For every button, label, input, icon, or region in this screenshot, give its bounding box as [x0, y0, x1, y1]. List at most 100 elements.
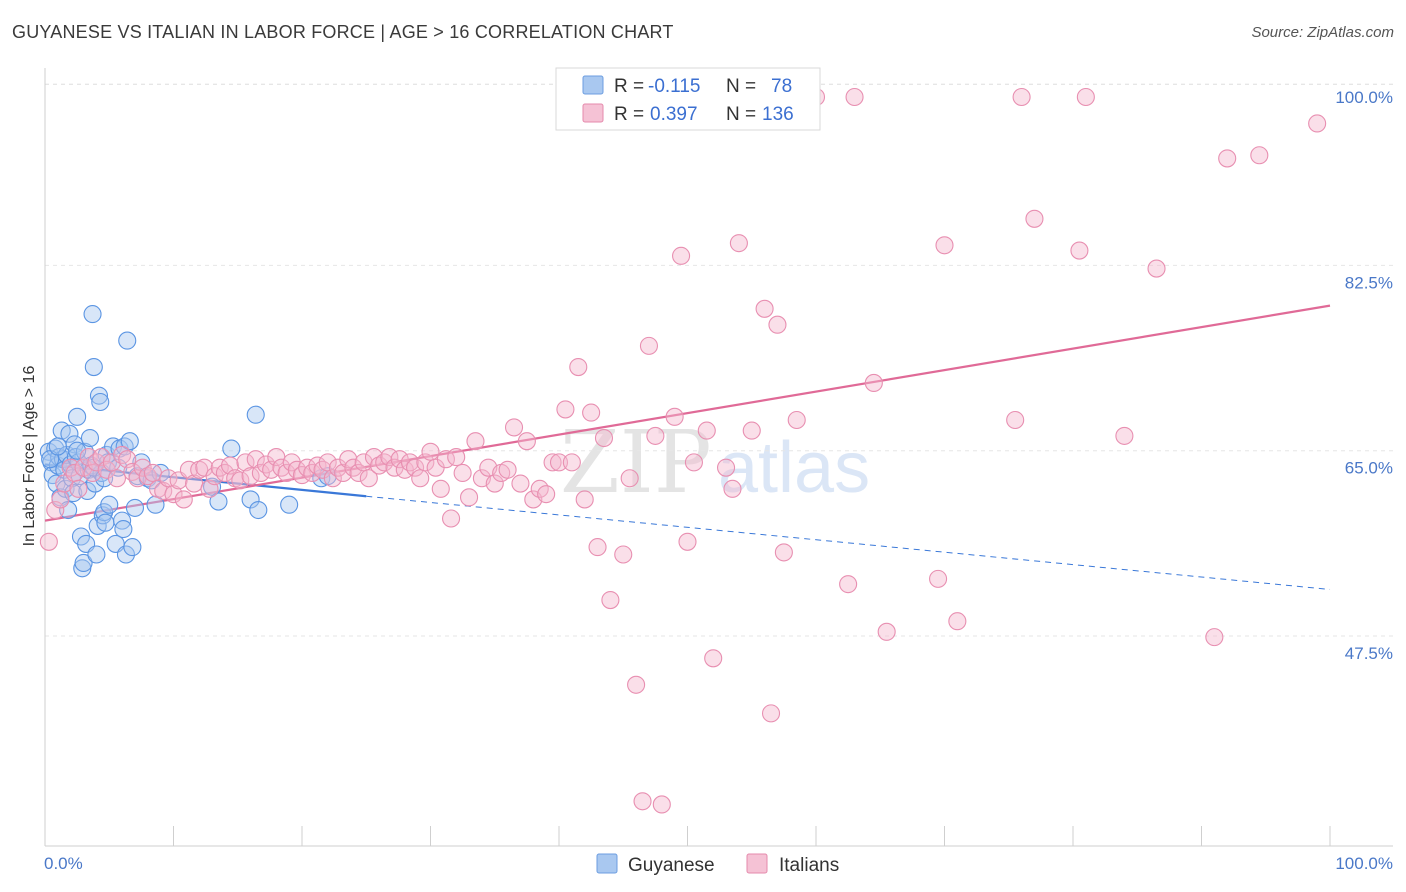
- legend-n-value-1: 78: [771, 76, 792, 97]
- italians-point: [652, 795, 671, 814]
- y-tick-label-3: 100.0%: [1335, 88, 1393, 107]
- italians-point: [485, 474, 504, 493]
- italians-point: [594, 428, 614, 448]
- italians-point: [935, 236, 954, 255]
- italians-point: [1250, 146, 1269, 165]
- italians-point: [87, 453, 106, 472]
- italians-point: [416, 453, 435, 472]
- italians-point: [620, 469, 639, 488]
- italians-point: [1076, 87, 1095, 107]
- guyanese-point: [86, 474, 105, 493]
- italians-point: [768, 315, 787, 334]
- guyanese-point: [89, 386, 109, 405]
- italians-point: [375, 453, 394, 472]
- italians-point: [83, 463, 102, 483]
- italians-point: [272, 458, 291, 477]
- watermark-atlas: atlas: [718, 428, 870, 508]
- italians-point: [614, 545, 633, 564]
- italians-point: [349, 463, 368, 483]
- italians-point: [549, 453, 569, 472]
- legend-n-label-2: N =: [726, 104, 756, 125]
- italians-point: [459, 488, 479, 507]
- italians-point: [562, 453, 581, 472]
- italians-point: [511, 474, 530, 493]
- italians-point: [774, 543, 793, 562]
- x-tick-label-max: 100.0%: [1335, 854, 1393, 873]
- guyanese-point: [96, 513, 115, 532]
- italians-point: [447, 448, 466, 467]
- y-tick-labels: 47.5% 65.0% 82.5% 100.0%: [1335, 88, 1393, 663]
- guyanese-point: [78, 481, 97, 501]
- italians-point: [845, 87, 864, 107]
- italians-point: [236, 453, 255, 472]
- legend-n-value-2: 136: [762, 104, 794, 125]
- x-tick-label-min: 0.0%: [44, 854, 83, 873]
- italians-point: [421, 442, 440, 461]
- legend-r-value-1: -0.115: [648, 76, 700, 97]
- italians-point: [633, 792, 652, 811]
- guyanese-point: [120, 432, 139, 451]
- bottom-legend-guyanese: Guyanese: [628, 855, 715, 876]
- italians-point: [556, 400, 575, 419]
- italians-point: [729, 234, 748, 253]
- guyanese-point: [123, 538, 142, 557]
- guyanese-point: [84, 358, 103, 377]
- y-tick-label-2: 82.5%: [1345, 273, 1393, 292]
- guyanese-point: [91, 392, 110, 412]
- italians-point: [697, 421, 716, 440]
- italians-point: [755, 299, 774, 318]
- italians-point: [929, 569, 948, 588]
- guyanese-point: [80, 428, 100, 448]
- italians-point: [864, 373, 883, 392]
- bottom-legend-swatch-guyanese: [596, 853, 618, 874]
- italians-point: [406, 458, 425, 477]
- italians-point: [948, 612, 967, 631]
- italians-point: [716, 458, 736, 477]
- italians-points: [39, 87, 1327, 814]
- italians-point: [277, 463, 296, 483]
- italians-point: [323, 469, 342, 488]
- italians-point: [877, 622, 896, 641]
- chart-title: GUYANESE VS ITALIAN IN LABOR FORCE | AGE…: [12, 22, 674, 42]
- bottom-legend-italians: Italians: [779, 855, 839, 876]
- italians-point: [684, 453, 703, 472]
- x-ticks: [173, 826, 1331, 846]
- italians-point: [51, 490, 70, 509]
- italians-point: [179, 460, 198, 479]
- italians-point: [1006, 410, 1025, 430]
- guyanese-point: [116, 545, 136, 564]
- guyanese-point: [246, 405, 265, 424]
- guyanese-points: [39, 305, 337, 578]
- italians-point: [164, 485, 183, 504]
- italians-point: [442, 509, 461, 528]
- italians-point: [133, 458, 152, 477]
- guyanese-point: [280, 495, 299, 514]
- correlation-legend: R = -0.115 N = 78 R = 0.397 N = 136: [555, 67, 821, 131]
- guyanese-point: [74, 553, 93, 573]
- legend-swatch-italians: [582, 103, 604, 123]
- italians-point: [517, 432, 536, 451]
- italians-point: [453, 463, 472, 483]
- italians-point: [723, 479, 742, 498]
- italians-point: [390, 450, 409, 469]
- legend-n-label-1: N =: [726, 76, 756, 97]
- guyanese-trend-extension: [366, 495, 1331, 590]
- italians-point: [39, 532, 58, 551]
- italians-point: [138, 467, 157, 486]
- italians-point: [205, 467, 224, 486]
- guyanese-point: [125, 498, 144, 517]
- italians-point: [46, 500, 65, 520]
- italians-point: [787, 410, 806, 430]
- bottom-legend-swatch-italians: [746, 853, 768, 874]
- italians-point: [575, 490, 594, 509]
- italians-point: [639, 336, 659, 355]
- legend-swatch-guyanese: [582, 75, 604, 95]
- italians-point: [466, 432, 485, 451]
- italians-point: [1205, 628, 1224, 647]
- italians-point: [537, 485, 556, 504]
- guyanese-point: [209, 492, 228, 511]
- italians-point: [1012, 87, 1031, 107]
- italians-point: [69, 479, 88, 498]
- italians-point: [1147, 259, 1166, 278]
